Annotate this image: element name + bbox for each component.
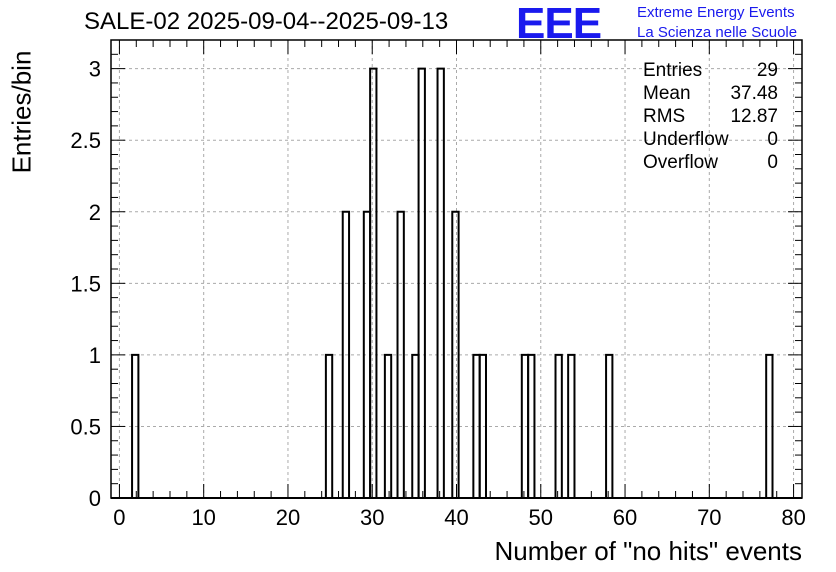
y-tick-label-0: 0 (89, 486, 101, 511)
stat-rms-label: RMS (643, 106, 686, 127)
y-tick-label-3: 3 (89, 57, 101, 82)
logo-text-line2: La Scienza nelle Scuole (637, 24, 798, 41)
x-tick-label-30: 30 (360, 505, 384, 530)
histogram-bin-2 (341, 210, 351, 498)
y-tick-label-0.5: 0.5 (70, 414, 101, 439)
histogram-bin-1 (324, 353, 334, 498)
stat-mean-value: 37.48 (730, 83, 778, 104)
histogram-bin-5 (383, 353, 393, 498)
histogram-bin-18 (765, 353, 774, 498)
y-tick-label-2.5: 2.5 (70, 128, 101, 153)
histogram-bin-14 (527, 353, 536, 498)
x-tick-label-10: 10 (191, 505, 215, 530)
x-axis-label: Number of "no hits" events (494, 536, 803, 566)
y-tick-label-1.5: 1.5 (70, 271, 101, 296)
logo-text-line1: Extreme Energy Events (637, 4, 795, 21)
histogram-bin-12 (478, 353, 487, 498)
stat-overflow-label: Overflow (643, 152, 718, 173)
x-tick-label-0: 0 (113, 505, 125, 530)
histogram-bin-17 (605, 353, 614, 498)
stat-underflow-value: 0 (767, 129, 778, 150)
histogram-bin-6 (396, 210, 405, 498)
histogram-bin-0 (131, 353, 140, 498)
x-tick-label-20: 20 (276, 505, 300, 530)
x-tick-label-60: 60 (613, 505, 637, 530)
chart-title: SALE-02 2025-09-04--2025-09-13 (84, 8, 449, 35)
histogram-bin-9 (436, 67, 445, 498)
stat-mean-label: Mean (643, 83, 691, 104)
stat-rms-value: 12.87 (730, 106, 778, 127)
y-axis-label: Entries/bin (6, 50, 37, 174)
x-tick-label-70: 70 (697, 505, 721, 530)
eee-logo: EEE (516, 0, 602, 48)
y-tick-label-1: 1 (89, 343, 101, 368)
stat-overflow-value: 0 (767, 152, 778, 173)
plot-frame (110, 39, 803, 499)
stat-underflow-label: Underflow (643, 129, 729, 150)
histogram-bin-15 (554, 353, 563, 498)
x-tick-label-50: 50 (529, 505, 553, 530)
x-tick-label-40: 40 (444, 505, 468, 530)
y-tick-label-2: 2 (89, 200, 101, 225)
histogram-bin-8 (417, 67, 426, 498)
stat-entries-label: Entries (643, 60, 703, 81)
stat-entries-value: 29 (756, 60, 778, 81)
x-tick-label-80: 80 (781, 505, 805, 530)
histogram-bin-16 (567, 353, 576, 498)
histogram-bin-10 (451, 210, 460, 498)
histogram-bin-4 (369, 67, 378, 498)
